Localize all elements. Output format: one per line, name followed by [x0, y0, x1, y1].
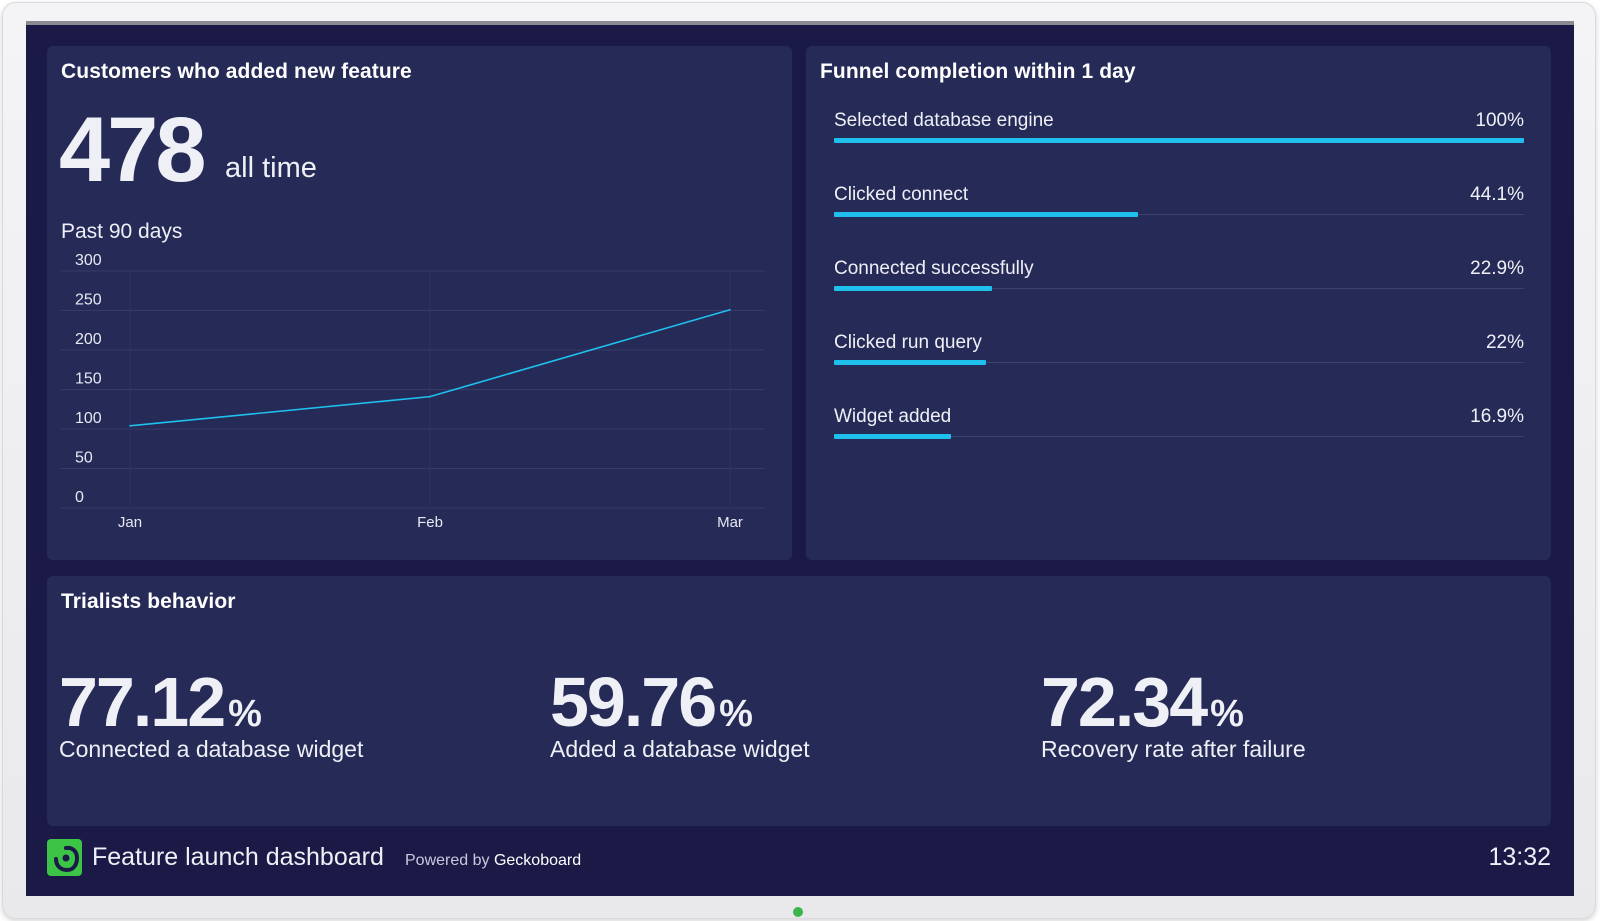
- funnel-step: Widget added 16.9%: [834, 406, 1524, 446]
- y-tick-label: 200: [75, 331, 102, 348]
- funnel-widget: Funnel completion within 1 day Selected …: [806, 46, 1551, 560]
- funnel-track: [834, 288, 1524, 289]
- funnel-step-value: 100%: [1475, 110, 1524, 131]
- funnel-bar: [834, 360, 986, 365]
- x-tick-label: Mar: [717, 514, 743, 531]
- funnel-bar: [834, 212, 1139, 217]
- funnel-step-value: 22%: [1485, 332, 1524, 353]
- data-point: [729, 308, 731, 311]
- stat-value: 72.34: [1041, 663, 1208, 741]
- geckoboard-logo-icon: [47, 839, 82, 876]
- clock: 13:32: [1488, 843, 1551, 871]
- stat-unit: %: [228, 693, 262, 735]
- funnel-track: [834, 214, 1524, 215]
- y-tick-label: 100: [75, 410, 102, 427]
- funnel-step: Connected successfully 22.9%: [834, 258, 1524, 298]
- trialist-stat: 72.34% Recovery rate after failure: [1041, 662, 1306, 763]
- powered-brand: Geckoboard: [493, 852, 582, 869]
- funnel-bar: [834, 434, 951, 439]
- stat-unit: %: [719, 693, 753, 735]
- stat-value: 59.76: [550, 663, 717, 741]
- y-tick-label: 150: [75, 371, 102, 388]
- trialist-stat: 77.12% Connected a database widget: [59, 662, 363, 763]
- funnel-title: Funnel completion within 1 day: [820, 60, 1136, 83]
- funnel-track: [834, 436, 1524, 437]
- stat-label: Added a database widget: [550, 736, 810, 762]
- powered-by: Powered by Geckoboard: [405, 852, 581, 870]
- dashboard-screen: Customers who added new feature 478 all …: [26, 21, 1574, 896]
- y-tick-label: 50: [75, 450, 93, 467]
- stat-label: Connected a database widget: [59, 736, 364, 762]
- stat-unit: %: [1210, 693, 1244, 735]
- funnel-step-value: 22.9%: [1470, 258, 1524, 279]
- y-tick-label: 0: [75, 489, 84, 506]
- chart-period-label: Past 90 days: [61, 220, 183, 243]
- customers-total-suffix: all time: [225, 152, 317, 184]
- funnel-step: Clicked run query 22%: [834, 332, 1524, 372]
- funnel-step-label: Connected successfully: [834, 258, 1034, 279]
- power-led-icon: [793, 907, 803, 917]
- funnel-step-label: Clicked connect: [834, 184, 969, 205]
- stat-value-wrap: 72.34%: [1041, 662, 1306, 742]
- funnel-step-value: 44.1%: [1470, 184, 1524, 205]
- data-point: [429, 395, 431, 398]
- dashboard-title: Feature launch dashboard: [92, 843, 384, 871]
- stat-label: Recovery rate after failure: [1041, 736, 1306, 762]
- customers-widget: Customers who added new feature 478 all …: [47, 46, 792, 560]
- stat-value-wrap: 59.76%: [550, 662, 810, 742]
- funnel-step-label: Widget added: [834, 406, 952, 427]
- trialists-widget: Trialists behavior 77.12% Connected a da…: [47, 576, 1551, 826]
- funnel-bar: [834, 138, 1524, 143]
- trialist-stat: 59.76% Added a database widget: [550, 662, 810, 763]
- customers-title: Customers who added new feature: [61, 60, 412, 83]
- data-point: [129, 425, 131, 427]
- funnel-track: [834, 362, 1524, 363]
- dashboard-footer: Feature launch dashboard Powered by Geck…: [47, 837, 1551, 883]
- y-tick-label: 300: [75, 252, 102, 269]
- stat-value-wrap: 77.12%: [59, 662, 363, 742]
- funnel-bar: [834, 286, 992, 291]
- funnel-step: Clicked connect 44.1%: [834, 184, 1524, 224]
- powered-prefix: Powered by: [405, 852, 490, 869]
- stat-value: 77.12: [59, 663, 226, 741]
- funnel-step-label: Selected database engine: [834, 110, 1054, 131]
- line-chart: 300 250 200 150 100 50 0 Jan Feb Mar: [61, 252, 765, 531]
- funnel-step-label: Clicked run query: [834, 332, 982, 353]
- y-tick-label: 250: [75, 292, 102, 309]
- funnel-step: Selected database engine 100%: [834, 110, 1524, 150]
- x-tick-label: Jan: [118, 514, 142, 531]
- customers-total: 478: [59, 99, 206, 201]
- x-tick-label: Feb: [417, 514, 443, 531]
- funnel-step-value: 16.9%: [1470, 406, 1524, 427]
- trialists-title: Trialists behavior: [61, 590, 236, 613]
